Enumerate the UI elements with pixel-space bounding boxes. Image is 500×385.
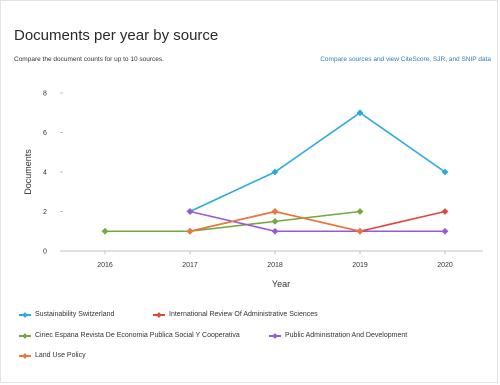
series-point-5 [271,208,279,215]
legend-label: Ciriec Espana Revista De Economia Public… [35,332,240,339]
series-point-1 [356,109,364,117]
y-axis-label: Documents [23,149,33,195]
series-point-4 [271,227,279,235]
legend-item-1[interactable]: Sustainability Switzerland [19,311,114,318]
legend-label: Land Use Policy [35,352,86,359]
legend-label: International Review Of Administrative S… [169,311,318,318]
y-tick-label: 4 [43,170,47,177]
series-point-3 [101,227,109,235]
x-tick-label: 2019 [352,262,368,269]
x-tick-label: 2016 [97,262,113,269]
line-chart: 0 2 4 6 8 2016 2017 2018 2019 2020 Year Documents [23,91,483,289]
series-line-1 [189,111,446,213]
legend-item-3[interactable]: Ciriec Espana Revista De Economia Public… [19,332,240,339]
y-tick-label: 0 [43,249,47,256]
y-tick-label: 2 [43,209,47,216]
x-tick-label: 2017 [182,262,198,269]
legend-swatch [269,332,281,339]
series-point-4 [186,208,194,215]
y-tick-label: 6 [43,130,47,137]
series-point-1 [441,168,449,176]
series-point-1 [271,168,279,176]
legend-label: Sustainability Switzerland [35,311,115,318]
legend-swatch [19,332,31,339]
legend-swatch [153,311,165,318]
legend-item-4[interactable]: Public Administration And Development [269,332,407,339]
series-point-5 [356,227,364,235]
legend-item-5[interactable]: Land Use Policy [19,352,86,359]
legend-swatch [19,311,31,318]
series-point-5 [186,227,194,235]
compare-sources-link[interactable]: Compare sources and view CiteScore, SJR,… [320,56,491,63]
legend-swatch [19,352,31,359]
series-point-4 [441,227,449,235]
x-tick-label: 2020 [437,262,453,269]
y-tick-label: 8 [43,91,47,98]
legend-label: Public Administration And Development [285,332,408,339]
series-line-3 [105,210,361,233]
legend-item-2[interactable]: International Review Of Administrative S… [153,311,318,318]
series-point-3 [356,208,364,215]
chart-subtitle: Compare the document counts for up to 10… [14,56,164,63]
x-tick-label: 2018 [267,262,283,269]
series-point-3 [271,217,279,225]
series-point-2 [441,208,449,215]
x-axis-label: Year [272,279,290,289]
chart-title: Documents per year by source [14,27,219,44]
